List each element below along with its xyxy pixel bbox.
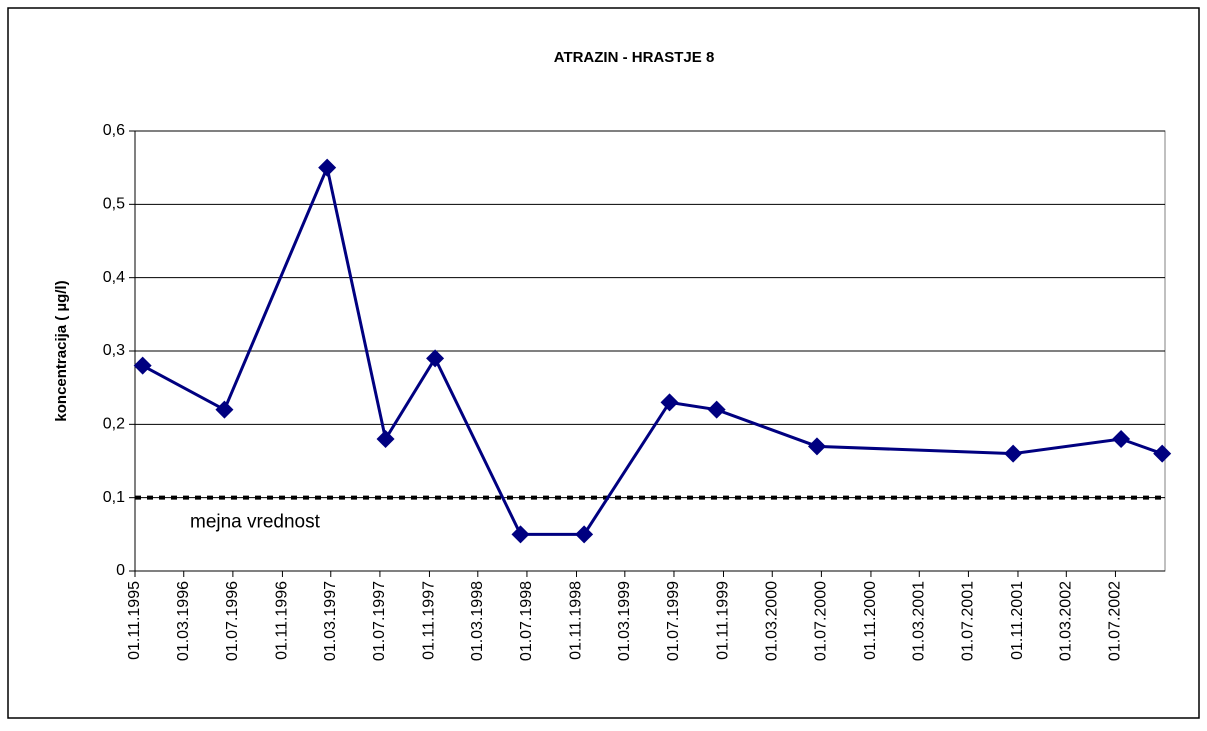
x-tick-label: 01.11.1997	[421, 581, 438, 660]
data-point	[1153, 444, 1172, 463]
y-tick-label: 0,4	[103, 269, 125, 286]
x-tick-label: 01.07.2002	[1107, 581, 1124, 661]
x-tick-label: 01.11.2001	[1009, 581, 1026, 660]
reference-label: mejna vrednost	[190, 512, 321, 533]
x-tick-label: 01.11.1996	[274, 581, 291, 660]
x-tick-label: 01.07.1999	[665, 581, 682, 661]
chart-title: ATRAZIN - HRASTJE 8	[554, 49, 715, 66]
x-tick-label: 01.11.1998	[568, 581, 585, 660]
y-tick-label: 0,1	[103, 489, 125, 506]
data-point	[807, 437, 826, 456]
data-point	[1004, 444, 1023, 463]
data-point	[707, 400, 726, 419]
x-tick-label: 01.07.1997	[371, 581, 388, 661]
data-point	[376, 430, 395, 448]
x-tick-label: 01.11.1999	[715, 581, 732, 660]
y-tick-label: 0,3	[103, 342, 125, 359]
y-tick-label: 0,5	[103, 196, 125, 213]
x-tick-label: 01.07.1998	[518, 581, 535, 661]
y-tick-label: 0,2	[103, 416, 125, 433]
x-tick-label: 01.07.2001	[960, 581, 977, 661]
data-point	[318, 158, 337, 177]
data-point	[1112, 430, 1131, 448]
y-axis-label: koncentracija ( µg/l)	[53, 280, 70, 421]
x-tick-label: 01.11.2000	[862, 581, 879, 660]
data-point	[511, 525, 530, 544]
y-tick-label: 0	[116, 562, 125, 579]
data-point	[426, 349, 445, 368]
x-tick-label: 01.07.2000	[813, 581, 830, 661]
x-tick-label: 01.03.1998	[469, 581, 486, 661]
x-tick-label: 01.03.1999	[616, 581, 633, 661]
x-tick-label: 01.03.2001	[911, 581, 928, 661]
data-point	[660, 393, 679, 412]
x-tick-label: 01.11.1995	[126, 581, 143, 660]
x-tick-label: 01.03.1996	[175, 581, 192, 661]
x-tick-label: 01.07.1996	[224, 581, 241, 661]
data-point	[215, 400, 234, 419]
x-tick-label: 01.03.2002	[1058, 581, 1075, 661]
x-tick-label: 01.03.2000	[763, 581, 780, 661]
data-point	[133, 356, 152, 375]
y-tick-label: 0,6	[103, 122, 125, 139]
data-point	[575, 525, 594, 544]
x-tick-label: 01.03.1997	[322, 581, 339, 661]
